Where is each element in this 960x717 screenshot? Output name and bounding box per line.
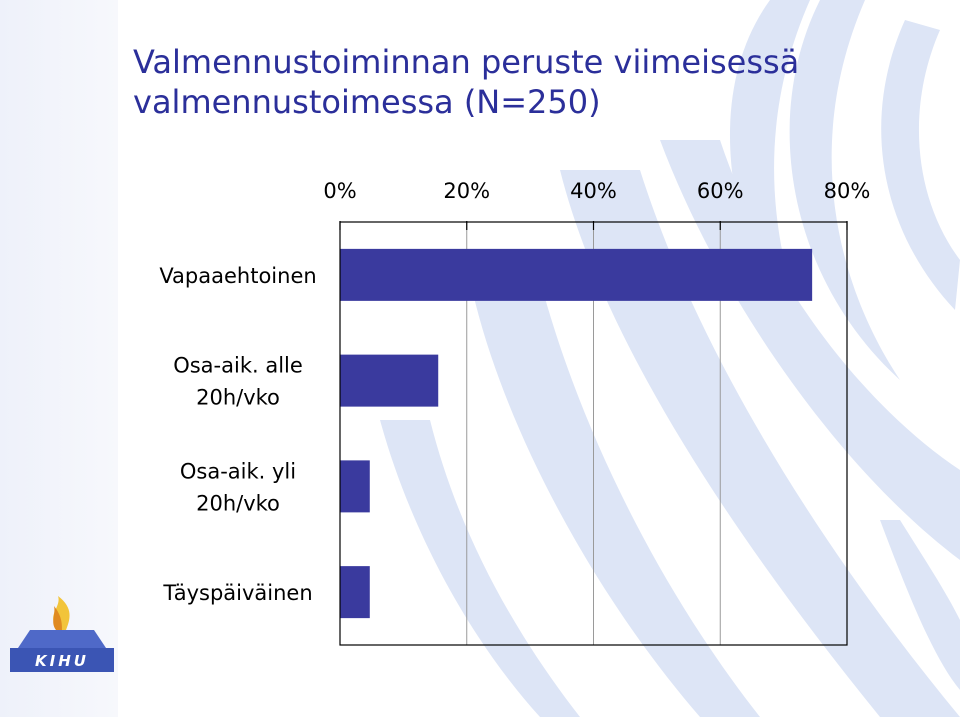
category-labels: Vapaaehtoinen Osa-aik. alle 20h/vko Osa-aik… <box>159 264 316 605</box>
category-label: 20h/vko <box>196 386 280 410</box>
logo-flame-inner <box>53 606 62 630</box>
x-tick-label: 80% <box>824 179 871 203</box>
logo-text: KIHU <box>35 652 89 670</box>
bar <box>340 566 370 619</box>
x-tick-label: 40% <box>570 179 617 203</box>
bars <box>340 248 813 619</box>
category-label: Osa-aik. yli <box>180 459 296 483</box>
category-label: Osa-aik. alle <box>173 354 303 378</box>
logo-pedestal <box>18 630 106 648</box>
bar <box>340 460 370 513</box>
logo-base <box>10 648 114 672</box>
category-label: Täyspäiväinen <box>162 581 312 605</box>
title-line-1: Valmennustoiminnan peruste viimeisessä <box>133 43 800 81</box>
slide-title: Valmennustoiminnan peruste viimeisessä v… <box>133 42 853 122</box>
kihu-logo-icon: KIHU <box>10 596 114 672</box>
x-axis-ticks: 0% 20% 40% 60% 80% <box>323 179 870 230</box>
x-tick-label: 0% <box>323 179 356 203</box>
title-line-2: valmennustoimessa (N=250) <box>133 83 601 121</box>
category-label: Vapaaehtoinen <box>159 264 316 288</box>
x-tick-label: 60% <box>697 179 744 203</box>
bar <box>340 248 813 301</box>
category-label: 20h/vko <box>196 491 280 515</box>
bar <box>340 354 439 407</box>
x-tick-label: 20% <box>443 179 490 203</box>
